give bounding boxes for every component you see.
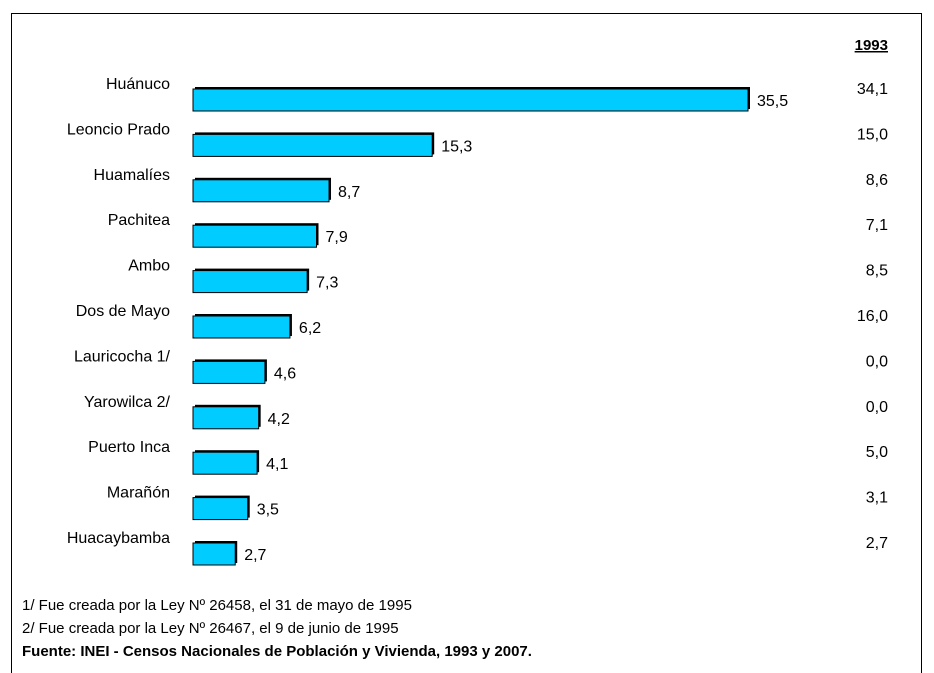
bar-value-label: 4,2 [268,411,290,428]
bar-value-label: 4,1 [266,456,288,473]
footnotes: 1/ Fue creada por la Ley Nº 26458, el 31… [22,594,532,663]
value-1993: 8,5 [866,263,888,280]
bar-value-label: 2,7 [244,547,266,564]
source-note: Fuente: INEI - Censos Nacionales de Pobl… [22,640,532,663]
value-1993: 3,1 [866,490,888,507]
bar-value-label: 35,5 [757,93,788,110]
value-1993: 7,1 [866,217,888,234]
bar [193,316,290,338]
bar [193,134,432,156]
bar [193,543,235,565]
bar-value-label: 6,2 [299,320,321,337]
value-1993: 34,1 [857,81,888,98]
category-label: Yarowilca 2/ [84,394,171,411]
value-1993: 15,0 [857,126,888,143]
bar [193,89,748,111]
value-1993: 16,0 [857,308,888,325]
column-header-1993: 1993 [855,37,888,54]
bar-chart: Huánuco Leoncio Prado Huamalíes Pachitea Amb… [0,0,934,590]
bar [193,271,307,293]
bar [193,225,317,247]
bar-value-label: 15,3 [441,138,472,155]
bar [193,407,259,429]
category-label: Huamalíes [94,167,170,184]
category-label: Lauricocha 1/ [74,348,171,365]
bar-value-label: 8,7 [338,184,360,201]
category-label: Marañón [107,485,170,502]
footnote-1: 1/ Fue creada por la Ley Nº 26458, el 31… [22,594,532,617]
bar-value-label: 4,6 [274,365,296,382]
category-label: Ambo [128,258,170,275]
bar [193,498,248,520]
value-1993: 5,0 [866,444,888,461]
bar-value-label: 7,9 [326,229,348,246]
category-label: Huacaybamba [67,530,170,547]
value-1993: 8,6 [866,172,888,189]
footnote-2: 2/ Fue creada por la Ley Nº 26467, el 9 … [22,617,532,640]
bar [193,452,257,474]
value-1993: 0,0 [866,399,888,416]
category-label: Puerto Inca [88,439,170,456]
bar [193,361,265,383]
bar [193,180,329,202]
value-1993: 2,7 [866,535,888,552]
bar-value-label: 7,3 [316,275,338,292]
category-label: Dos de Mayo [76,303,170,320]
category-label: Pachitea [108,212,170,229]
category-label: Huánuco [106,76,170,93]
bar-value-label: 3,5 [257,502,279,519]
value-1993: 0,0 [866,353,888,370]
category-label: Leoncio Prado [67,121,170,138]
